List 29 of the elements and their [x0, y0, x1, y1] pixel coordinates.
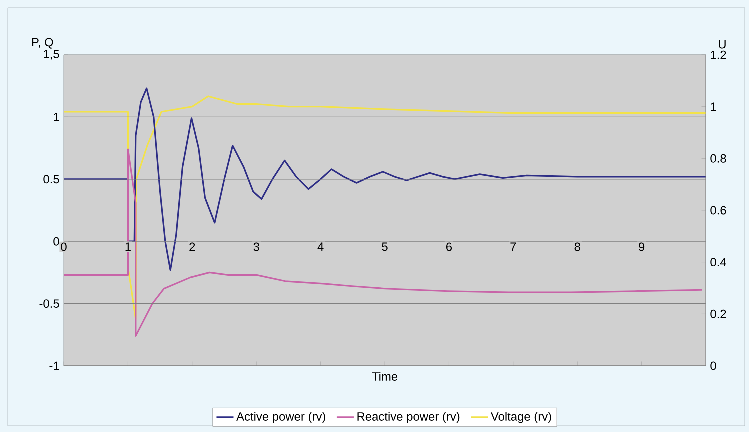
x-tick-label: 1: [126, 242, 131, 252]
y2-tick-label: 0.6: [710, 206, 726, 215]
y-tick-label: 1: [54, 113, 60, 122]
x-tick-label: 0: [61, 242, 67, 252]
x-tick-label: 8: [574, 242, 580, 252]
y-tick-label: 0: [54, 237, 60, 246]
y2-tick-label: 0.2: [710, 310, 726, 318]
x-tick-label: 6: [446, 242, 452, 252]
y-axis-title: P, Q: [32, 38, 54, 49]
y2-tick-label: 1.2: [711, 50, 726, 60]
x-tick-label: 9: [639, 242, 645, 252]
x-tick-label: 7: [510, 242, 516, 252]
y-tick-label: 0.5: [44, 175, 60, 184]
legend-label: Voltage (rv): [491, 412, 552, 424]
y-tick-label: -1: [50, 362, 60, 370]
y2-axis-title: U: [719, 40, 726, 49]
x-tick-label: 4: [318, 242, 324, 252]
y2-tick-label: 1: [711, 102, 716, 111]
x-tick-label: 5: [382, 242, 388, 252]
y2-tick-label: 0.8: [710, 154, 726, 163]
y2-tick-label: 0.4: [710, 258, 726, 267]
y-tick-label: -0.5: [40, 300, 60, 308]
y2-tick-label: 0: [710, 362, 716, 370]
legend-label: Active power (rv): [236, 412, 326, 424]
x-axis-title: Time: [372, 372, 398, 381]
x-tick-label: 2: [190, 242, 196, 252]
x-tick-label: 3: [254, 242, 260, 252]
y-tick-label: 1,5: [44, 50, 60, 60]
legend-label: Reactive power (rv): [358, 412, 460, 424]
